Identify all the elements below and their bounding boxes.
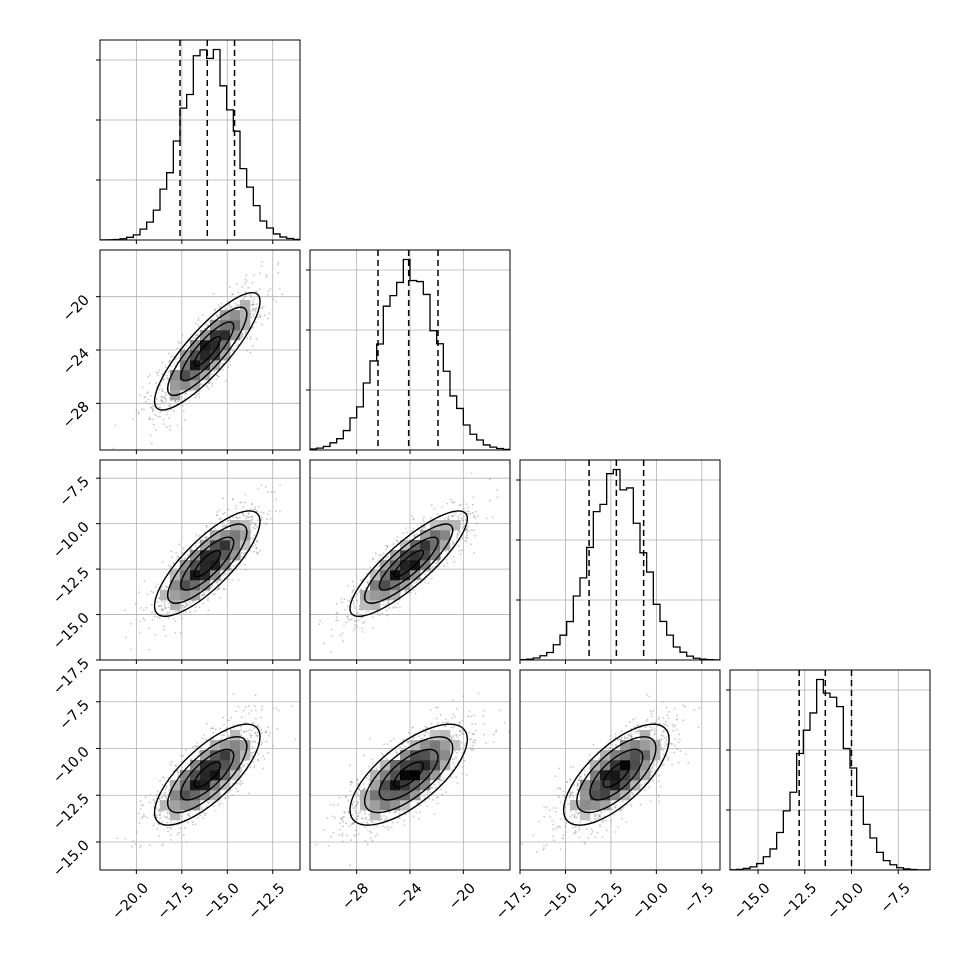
panel-content bbox=[310, 250, 510, 450]
x-tick-label: −12.5 bbox=[584, 880, 627, 923]
panel-1-0 bbox=[96, 249, 301, 454]
x-tick-label: −10.0 bbox=[629, 880, 672, 923]
contour-line bbox=[180, 321, 235, 382]
contour-line bbox=[180, 748, 235, 801]
histogram-step bbox=[730, 678, 930, 870]
panel-content bbox=[520, 670, 720, 870]
x-tick-label: −15.0 bbox=[200, 880, 243, 923]
contour-line bbox=[153, 723, 261, 826]
panel-content bbox=[100, 250, 300, 450]
panel-frame bbox=[99, 669, 301, 871]
contour-line bbox=[193, 761, 222, 788]
x-tick-label: −20 bbox=[446, 880, 479, 913]
contour-line bbox=[167, 736, 248, 814]
panel-2-1 bbox=[309, 459, 511, 664]
panel-content bbox=[310, 460, 510, 660]
panel-content bbox=[100, 40, 300, 240]
contour-line bbox=[363, 523, 454, 604]
contour-line bbox=[167, 523, 248, 604]
contour-line bbox=[589, 748, 644, 801]
contour-line bbox=[180, 536, 235, 591]
panel-2-0 bbox=[96, 459, 301, 664]
y-tick-label: −20 bbox=[60, 292, 93, 325]
contour-line bbox=[167, 306, 248, 397]
y-tick-label: −15.0 bbox=[50, 610, 93, 653]
contour-line bbox=[602, 761, 631, 788]
y-tick-label: −15.0 bbox=[50, 837, 93, 880]
contour-line bbox=[393, 549, 425, 578]
panel-2-2 bbox=[516, 459, 721, 664]
panel-1-1 bbox=[306, 249, 511, 454]
x-tick-label: −12.5 bbox=[778, 880, 821, 923]
contour-line bbox=[349, 723, 469, 826]
histogram-step bbox=[310, 258, 510, 450]
x-tick-label: −12.5 bbox=[246, 880, 289, 923]
panel-frame bbox=[99, 249, 301, 451]
y-tick-label: −12.5 bbox=[50, 791, 93, 834]
density-cells bbox=[160, 520, 251, 611]
panel-content bbox=[310, 670, 510, 870]
contour-line bbox=[193, 335, 222, 367]
panel-frame bbox=[519, 669, 721, 871]
panel-3-1 bbox=[309, 669, 511, 874]
histogram-step bbox=[100, 48, 300, 240]
density-cells bbox=[360, 730, 461, 821]
x-tick-label: −7.5 bbox=[878, 880, 914, 916]
panels-layer bbox=[96, 39, 931, 874]
y-tick-label: −28 bbox=[60, 399, 93, 432]
y-tick-label: −10.0 bbox=[50, 519, 93, 562]
panel-3-3 bbox=[726, 669, 931, 874]
y-tick-label: −12.5 bbox=[50, 565, 93, 608]
contour-line bbox=[393, 761, 425, 788]
contour-line bbox=[153, 510, 261, 618]
contour-line bbox=[349, 510, 469, 618]
x-tick-label: −7.5 bbox=[681, 880, 717, 916]
x-tick-label: −24 bbox=[393, 880, 426, 913]
histogram-step bbox=[520, 468, 720, 660]
y-tick-label: −24 bbox=[60, 346, 93, 379]
panel-content bbox=[730, 670, 930, 870]
x-tick-label: −10.0 bbox=[824, 880, 867, 923]
contour-line bbox=[562, 723, 670, 826]
panel-3-0 bbox=[96, 669, 301, 874]
panel-frame bbox=[519, 459, 721, 661]
contour-line bbox=[378, 536, 439, 591]
panel-3-2 bbox=[519, 669, 721, 874]
contour-line bbox=[153, 291, 261, 411]
contour-line bbox=[193, 549, 222, 578]
y-tick-label: −10.0 bbox=[50, 744, 93, 787]
y-tick-label: −7.5 bbox=[57, 474, 93, 510]
contour-line bbox=[576, 736, 657, 814]
panel-content bbox=[520, 460, 720, 660]
panel-content bbox=[100, 670, 300, 870]
x-tick-label: −28 bbox=[339, 880, 372, 913]
contour-line bbox=[363, 736, 454, 814]
panel-frame bbox=[99, 39, 301, 241]
y-tick-label: −17.5 bbox=[50, 656, 93, 699]
contour-line bbox=[378, 748, 439, 801]
x-tick-label: −20.0 bbox=[109, 880, 152, 923]
y-tick-label: −7.5 bbox=[57, 697, 93, 733]
x-tick-label: −17.5 bbox=[493, 880, 536, 923]
x-tick-label: −17.5 bbox=[155, 880, 198, 923]
x-tick-label: −15.0 bbox=[731, 880, 774, 923]
panel-0-0 bbox=[96, 39, 301, 244]
panel-frame bbox=[729, 669, 931, 871]
x-tick-label: −15.0 bbox=[538, 880, 581, 923]
panel-content bbox=[100, 460, 300, 660]
panel-frame bbox=[99, 459, 301, 661]
